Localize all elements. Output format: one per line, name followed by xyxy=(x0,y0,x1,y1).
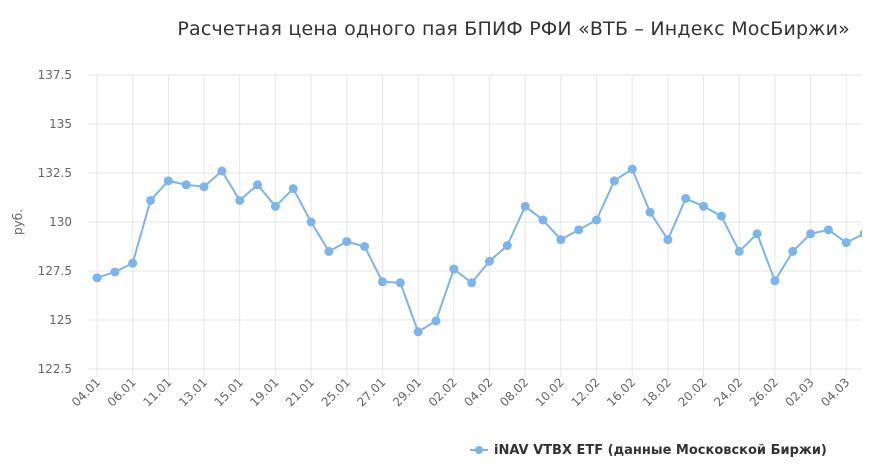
data-point[interactable] xyxy=(467,278,477,288)
data-point[interactable] xyxy=(235,195,245,205)
data-point[interactable] xyxy=(556,235,566,245)
y-tick-label: 122.5 xyxy=(38,362,72,376)
data-point[interactable] xyxy=(645,207,655,217)
data-point[interactable] xyxy=(199,182,209,192)
data-point[interactable] xyxy=(181,180,191,190)
x-tick-label: 11.01 xyxy=(140,375,174,409)
x-tick-label: 21.01 xyxy=(283,375,317,409)
data-point[interactable] xyxy=(395,278,405,288)
x-tick-label: 06.01 xyxy=(105,375,139,409)
data-point[interactable] xyxy=(574,225,584,235)
y-tick-label: 137.5 xyxy=(38,68,72,82)
data-point[interactable] xyxy=(146,195,156,205)
x-tick-label: 13.01 xyxy=(176,375,210,409)
x-tick-label: 27.01 xyxy=(354,375,388,409)
x-tick-label: 16.02 xyxy=(604,375,638,409)
x-tick-label: 25.01 xyxy=(319,375,353,409)
data-point[interactable] xyxy=(823,225,833,235)
data-point[interactable] xyxy=(128,258,138,268)
chart-title: Расчетная цена одного пая БПИФ РФИ «ВТБ … xyxy=(177,18,850,40)
data-point[interactable] xyxy=(270,201,280,211)
y-tick-label: 135 xyxy=(49,117,72,131)
data-point[interactable] xyxy=(431,316,441,326)
y-tick-label: 130 xyxy=(49,215,72,229)
x-tick-label: 04.01 xyxy=(69,375,103,409)
data-point[interactable] xyxy=(217,166,227,176)
data-point[interactable] xyxy=(377,277,387,287)
data-point[interactable] xyxy=(806,229,816,239)
data-point[interactable] xyxy=(306,217,316,227)
x-tick-label: 10.02 xyxy=(533,375,567,409)
data-point[interactable] xyxy=(734,246,744,256)
data-point[interactable] xyxy=(609,176,619,186)
legend-item[interactable]: iNAV VTBX ETF (данные Московской Биржи) xyxy=(470,440,827,460)
x-tick-label: 29.01 xyxy=(390,375,424,409)
data-point[interactable] xyxy=(324,246,334,256)
data-point[interactable] xyxy=(627,164,637,174)
y-tick-label: 132.5 xyxy=(38,166,72,180)
data-point[interactable] xyxy=(360,242,370,251)
x-tick-label: 04.03 xyxy=(818,375,852,409)
x-tick-label: 18.02 xyxy=(640,375,674,409)
data-point[interactable] xyxy=(520,201,530,211)
data-point[interactable] xyxy=(841,238,851,248)
data-point[interactable] xyxy=(663,235,673,245)
data-point[interactable] xyxy=(538,215,548,225)
data-point[interactable] xyxy=(484,256,494,266)
data-point[interactable] xyxy=(681,193,691,203)
x-tick-label: 08.02 xyxy=(497,375,531,409)
data-point[interactable] xyxy=(699,201,709,211)
data-point[interactable] xyxy=(502,241,512,251)
y-tick-label: 125 xyxy=(49,313,72,327)
data-point[interactable] xyxy=(752,229,762,239)
data-point[interactable] xyxy=(770,276,780,286)
x-tick-label: 24.02 xyxy=(711,375,745,409)
data-point[interactable] xyxy=(253,180,263,190)
legend-marker-icon xyxy=(470,444,488,456)
x-tick-label: 19.01 xyxy=(247,375,281,409)
data-point[interactable] xyxy=(716,211,726,221)
data-point[interactable] xyxy=(788,246,798,256)
x-tick-label: 15.01 xyxy=(212,375,246,409)
data-point[interactable] xyxy=(342,237,352,247)
x-tick-label: 02.02 xyxy=(426,375,460,409)
data-point[interactable] xyxy=(592,215,602,225)
data-point[interactable] xyxy=(163,176,173,186)
data-point[interactable] xyxy=(288,184,298,194)
y-axis: 122.5 125 127.5 130 132.5 135 137.5 xyxy=(38,68,72,376)
x-axis: 04.01 06.01 11.01 13.01 15.01 19.01 21.01 25.01… xyxy=(69,375,852,409)
x-tick-label: 12.02 xyxy=(568,375,602,409)
series-line[interactable] xyxy=(92,164,869,337)
y-axis-title: руб. xyxy=(11,209,25,235)
x-tick-label: 04.02 xyxy=(461,375,495,409)
x-tick-label: 20.02 xyxy=(675,375,709,409)
x-tick-label: 26.02 xyxy=(747,375,781,409)
data-point[interactable] xyxy=(110,267,120,277)
grid-lines xyxy=(88,74,862,377)
data-point[interactable] xyxy=(92,273,102,283)
legend-label: iNAV VTBX ETF (данные Московской Биржи) xyxy=(494,442,827,458)
y-tick-label: 127.5 xyxy=(38,264,72,278)
data-point[interactable] xyxy=(859,229,869,238)
data-point[interactable] xyxy=(449,264,459,274)
data-point[interactable] xyxy=(413,327,423,337)
x-tick-label: 02.03 xyxy=(783,375,817,409)
